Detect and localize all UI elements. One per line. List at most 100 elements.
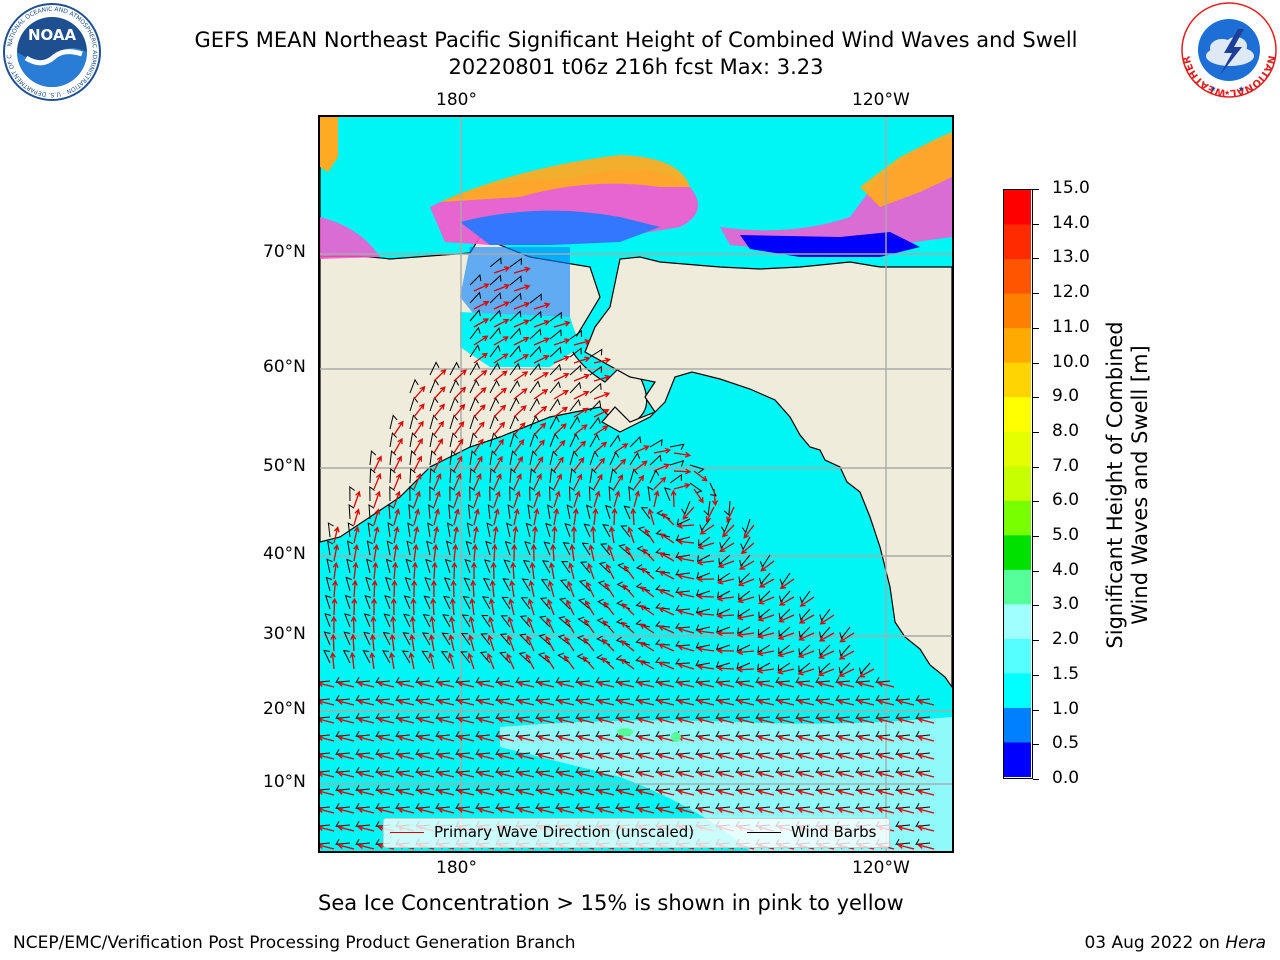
- wind-barb: [495, 784, 511, 791]
- wind-barb: [778, 626, 791, 638]
- wind-barb: [589, 416, 601, 430]
- wind-barb: [759, 572, 771, 585]
- wave-direction-arrow: [453, 421, 465, 436]
- wave-direction-arrow: [397, 771, 415, 778]
- wind-barb: [467, 504, 474, 520]
- wind-barb: [608, 486, 615, 502]
- wind-barb: [569, 381, 582, 394]
- wave-direction-arrow: [477, 699, 495, 706]
- wave-direction-arrow: [837, 699, 855, 706]
- wave-direction-arrow: [637, 771, 655, 778]
- wind-barb: [585, 504, 593, 520]
- wind-barb: [535, 712, 551, 719]
- wave-direction-arrow: [537, 753, 555, 760]
- wave-direction-arrow: [473, 300, 490, 310]
- wave-direction-arrow: [513, 284, 531, 292]
- wave-direction-arrow: [613, 474, 623, 490]
- wave-direction-arrow: [433, 473, 442, 490]
- colorbar-tick-label: 1.0: [1052, 698, 1080, 719]
- wind-barb: [389, 432, 397, 448]
- wind-barb: [588, 486, 595, 502]
- wind-barb: [575, 712, 591, 719]
- wind-barb: [895, 730, 911, 737]
- wind-barb: [595, 748, 611, 755]
- wind-barb: [409, 486, 415, 502]
- wave-direction-arrow: [393, 490, 401, 508]
- wave-direction-arrow: [337, 753, 355, 760]
- wave-direction-arrow: [630, 507, 637, 526]
- wave-direction-arrow: [696, 593, 715, 600]
- wind-barb: [815, 784, 831, 791]
- wind-barb: [520, 597, 531, 610]
- wind-barb: [375, 730, 391, 737]
- wind-barb: [355, 802, 371, 809]
- wave-direction-arrow: [553, 338, 571, 346]
- wave-direction-arrow: [565, 617, 575, 634]
- wave-direction-arrow: [583, 637, 595, 652]
- wind-barb: [444, 558, 452, 574]
- wind-barb: [475, 766, 491, 773]
- wave-direction-arrow: [557, 789, 575, 796]
- colorbar-swatch: [1004, 569, 1031, 605]
- wave-direction-arrow: [817, 681, 835, 688]
- wave-direction-arrow: [797, 789, 815, 796]
- wind-barb: [609, 468, 618, 484]
- wave-direction-arrow: [537, 699, 555, 706]
- wave-direction-arrow: [657, 771, 675, 778]
- wave-direction-arrow: [717, 753, 735, 760]
- wind-barb: [547, 504, 554, 520]
- wind-barb: [835, 802, 851, 809]
- wave-direction-arrow: [537, 717, 555, 724]
- wave-direction-arrow: [457, 807, 475, 814]
- wave-direction-arrow: [597, 771, 615, 778]
- wind-barb: [440, 651, 451, 664]
- wave-direction-arrow: [797, 753, 815, 760]
- wave-direction-arrow: [413, 473, 422, 490]
- colorbar-swatch: [1004, 742, 1031, 778]
- wave-direction-arrow: [528, 580, 535, 598]
- wind-barb: [555, 712, 571, 719]
- wave-direction-arrow: [537, 681, 555, 688]
- wind-barb: [423, 595, 431, 610]
- wave-direction-arrow: [509, 579, 516, 598]
- colorbar-tick-mark: [1033, 570, 1039, 572]
- wind-barb: [369, 486, 375, 502]
- wind-barb: [655, 694, 671, 701]
- wind-barb: [695, 589, 711, 597]
- wind-barb: [509, 450, 518, 466]
- wave-direction-arrow: [533, 302, 551, 310]
- wave-direction-arrow: [758, 596, 775, 605]
- wind-barb: [395, 802, 411, 809]
- wave-direction-arrow: [357, 843, 375, 850]
- wave-direction-arrow: [517, 753, 535, 760]
- wind-barb: [628, 486, 635, 502]
- wind-barb: [839, 626, 851, 640]
- wind-barb: [335, 820, 351, 827]
- wave-direction-arrow: [533, 337, 550, 346]
- wave-direction-arrow: [716, 612, 735, 619]
- wave-direction-arrow: [777, 699, 795, 706]
- wind-barb: [549, 311, 562, 322]
- wind-barb: [735, 730, 751, 737]
- wave-direction-arrow: [507, 616, 515, 634]
- wind-barb: [415, 784, 431, 791]
- wind-barb: [335, 748, 351, 755]
- colorbar-tick-mark: [1033, 466, 1039, 468]
- wind-barb: [698, 536, 711, 547]
- wave-direction-arrow: [490, 561, 497, 580]
- wave-direction-arrow: [457, 771, 475, 778]
- wind-barb: [675, 748, 691, 755]
- wind-barb: [320, 788, 331, 791]
- wave-direction-arrow: [497, 681, 515, 688]
- wave-direction-arrow: [897, 735, 915, 742]
- wave-direction-arrow: [477, 789, 495, 796]
- wave-direction-arrow: [473, 490, 481, 508]
- wind-barb: [355, 820, 371, 827]
- wind-barb: [835, 694, 851, 701]
- wind-barb: [655, 584, 671, 592]
- wind-barb: [495, 712, 511, 719]
- wave-direction-arrow: [493, 318, 510, 328]
- wave-direction-arrow: [547, 598, 555, 616]
- wave-direction-arrow: [513, 439, 525, 454]
- wind-barb: [529, 363, 541, 376]
